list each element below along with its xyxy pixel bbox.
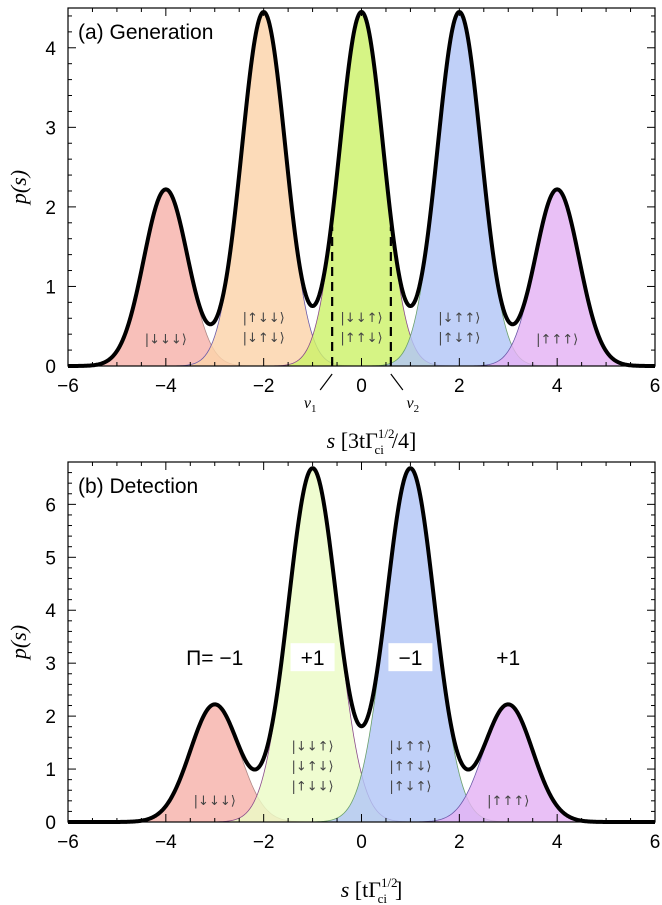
- state-label: |↓↑↑⟩: [438, 311, 480, 326]
- parity-box: [388, 643, 433, 672]
- y-axis-label: p(s): [6, 625, 31, 661]
- x-tick-label: 0: [356, 832, 367, 853]
- state-label: |↓↓↑⟩: [340, 311, 382, 326]
- x-axis-label: s [3tΓ1/2 ci/4]: [327, 426, 417, 457]
- x-tick-label: 4: [552, 832, 563, 853]
- parity-label: Π= −1: [186, 647, 243, 670]
- panel-title: (a) Generation: [78, 21, 213, 44]
- state-label: |↓↑↓⟩: [243, 331, 285, 346]
- threshold-pointer-1: [319, 373, 333, 391]
- x-tick-label: −4: [155, 376, 177, 397]
- state-label: |↓↑↑⟩: [389, 740, 431, 755]
- x-tick-label: 2: [454, 376, 465, 397]
- state-label: |↑↑↓⟩: [389, 760, 431, 775]
- y-tick-label: 0: [45, 357, 56, 378]
- parity-label: +1: [496, 647, 520, 670]
- x-tick-label: 4: [552, 376, 563, 397]
- parity-label: −1: [398, 647, 422, 670]
- total-distribution-line: [66, 466, 657, 824]
- state-label: |↑↓↑⟩: [389, 780, 431, 795]
- x-tick-label: −6: [57, 832, 79, 853]
- threshold-label-2: ν2: [407, 395, 420, 415]
- panel-title: (b) Detection: [78, 475, 198, 498]
- distribution-area-1: [68, 467, 655, 823]
- state-label: |↑↓↓⟩: [243, 311, 285, 326]
- title-backing: [74, 470, 214, 500]
- state-label: |↑↑↑⟩: [487, 794, 529, 809]
- distribution-area-2: [68, 467, 655, 823]
- x-tick-label: 6: [650, 832, 661, 853]
- state-label: |↑↑↑⟩: [536, 333, 578, 348]
- state-label: |↑↓↑⟩: [438, 331, 480, 346]
- x-tick-label: 0: [356, 376, 367, 397]
- plot-frame: [67, 461, 656, 823]
- x-tick-label: 2: [454, 832, 465, 853]
- y-tick-label: 0: [45, 813, 56, 834]
- x-tick-label: −4: [155, 832, 177, 853]
- x-tick-label: −6: [57, 376, 79, 397]
- panel-detection: |↓↓↓⟩ |↓↓↑⟩ |↓↑↓⟩ |↑↓↓⟩ |↓↑↑⟩ |↑↑↓⟩ |↑↓↑⟩ |↑↑↑⟩…: [6, 461, 661, 905]
- y-tick-label: 2: [45, 198, 56, 219]
- y-tick-label: 3: [45, 118, 56, 139]
- x-tick-label: −2: [253, 832, 275, 853]
- threshold-label-1: ν1: [304, 395, 317, 415]
- parity-box: [290, 643, 335, 672]
- x-tick-label: −2: [253, 376, 275, 397]
- state-label: |↓↓↓⟩: [194, 794, 236, 809]
- state-label: |↓↑↓⟩: [292, 760, 334, 775]
- x-axis-label: s [tΓ1/2 ci]: [341, 875, 403, 905]
- y-tick-label: 6: [45, 495, 56, 516]
- panel-generation: ν1 ν2 |↓↓↓⟩ |↑↓↓⟩ |↓↑↓⟩ |↓↓↑⟩ |↑↑↓⟩ |↓↑↑⟩ |↑↓↑⟩ |…: [6, 7, 661, 457]
- y-tick-label: 4: [45, 601, 56, 622]
- y-axis-label: p(s): [6, 170, 31, 206]
- state-label: |↓↓↓⟩: [145, 333, 187, 348]
- state-label: |↓↓↑⟩: [292, 740, 334, 755]
- x-tick-label: 6: [650, 376, 661, 397]
- parity-label: +1: [301, 647, 325, 670]
- y-tick-label: 2: [45, 707, 56, 728]
- threshold-pointer-2: [390, 373, 404, 391]
- y-tick-label: 3: [45, 654, 56, 675]
- y-tick-label: 1: [45, 277, 56, 298]
- state-label: |↑↑↓⟩: [340, 331, 382, 346]
- state-label: |↑↓↓⟩: [292, 780, 334, 795]
- y-tick-label: 4: [45, 39, 56, 60]
- title-backing: [74, 16, 234, 46]
- y-tick-label: 5: [45, 548, 56, 569]
- y-tick-label: 1: [45, 760, 56, 781]
